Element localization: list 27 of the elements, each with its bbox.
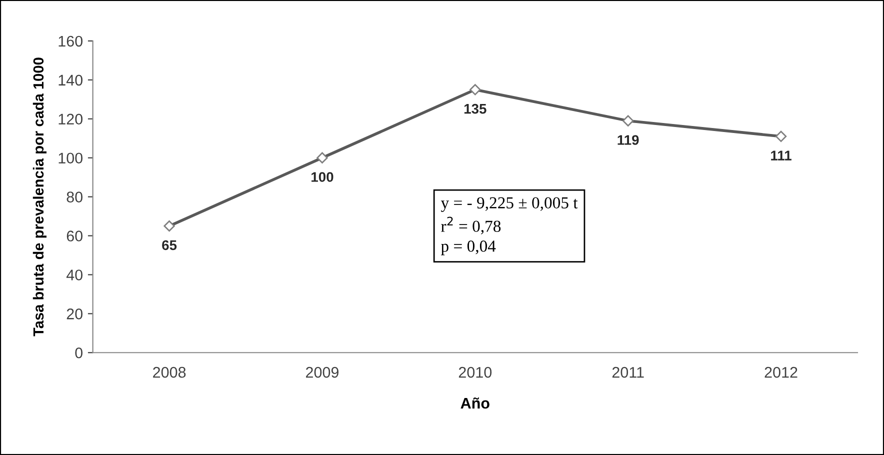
y-tick-label: 120 — [58, 114, 83, 125]
point — [622, 115, 634, 126]
y-tick-label: 80 — [66, 192, 82, 202]
point — [164, 220, 175, 232]
y-tick-label: 160 — [58, 36, 83, 47]
annotation: y = - 9,225 ± 0,005 t r$^{2}$ = 0,78 p = 0,04 — [440, 197, 578, 256]
y-tick-label: 100 — [58, 152, 83, 164]
y-tick-label: 40 — [66, 270, 82, 280]
data-label: 119 — [618, 135, 639, 145]
data-label: 111 — [771, 150, 792, 160]
data-label: 65 — [162, 240, 177, 250]
x-tick-label: 2012 — [764, 366, 798, 378]
x-tick-label: 2010 — [458, 366, 492, 378]
x-tick-label: 2011 — [612, 366, 644, 378]
point — [316, 152, 328, 164]
y-tick-label: 0 — [75, 347, 82, 358]
data-label: 100 — [312, 172, 334, 182]
data-label: 135 — [464, 104, 486, 114]
x-axis-title: Año — [460, 397, 490, 409]
y-tick-label: 140 — [58, 74, 83, 86]
point — [470, 84, 481, 96]
y-axis-title: Tasa bruta de prevalencia por cada 1000 — [32, 58, 46, 336]
point — [775, 130, 787, 142]
x-tick-label: 2009 — [306, 366, 338, 378]
x-tick-label: 2008 — [153, 366, 186, 378]
y-tick-label: 60 — [66, 230, 82, 242]
y-tick-label: 20 — [66, 308, 82, 320]
